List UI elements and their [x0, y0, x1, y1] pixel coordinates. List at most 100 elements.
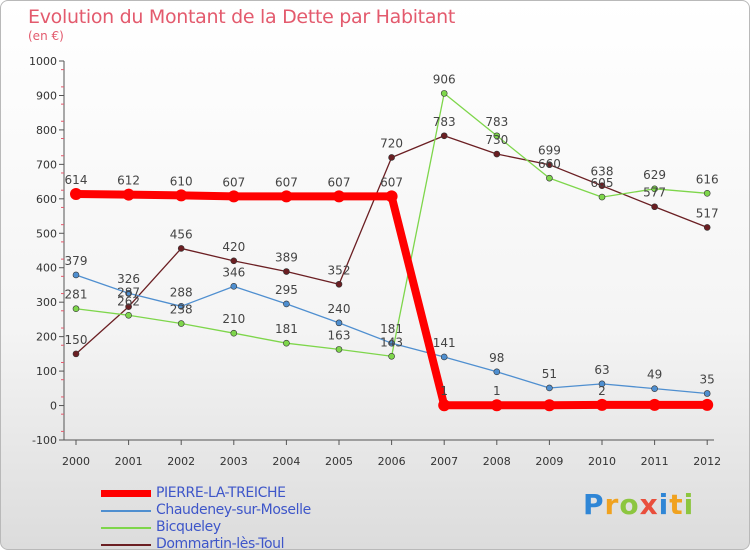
data-point-1: [388, 339, 395, 347]
data-point-3: [388, 154, 395, 161]
data-label-3: 638: [591, 165, 614, 179]
data-label-1: 346: [222, 265, 245, 279]
y-tick-label: 100: [36, 365, 57, 378]
data-label-1: 240: [328, 302, 351, 316]
data-point-1: [283, 300, 290, 308]
y-tick-label: 900: [36, 89, 57, 102]
data-point-1: [72, 271, 80, 279]
legend-swatch-pierre: [101, 490, 151, 497]
data-point-2: [72, 305, 80, 313]
legend-swatch-dommartin: [101, 544, 151, 546]
data-label-0: 1: [440, 384, 448, 398]
data-point-0: [596, 398, 608, 411]
data-point-2: [440, 90, 448, 97]
x-tick-label: 2001: [115, 455, 143, 468]
series-line-2: [75, 92, 708, 357]
data-label-2: 605: [591, 176, 614, 190]
data-point-3: [125, 303, 132, 310]
data-label-1: 98: [489, 351, 504, 365]
data-point-2: [703, 190, 711, 197]
data-label-3: 720: [380, 136, 403, 150]
x-tick-label: 2004: [272, 455, 300, 468]
y-tick-label: 800: [36, 124, 57, 137]
data-label-0: 607: [380, 175, 403, 189]
data-label-1: 295: [275, 283, 298, 297]
x-tick-label: 2011: [641, 455, 669, 468]
data-label-0: 612: [117, 174, 140, 188]
data-point-1: [230, 283, 238, 290]
proxiti-logo: Proxiti: [583, 488, 695, 521]
data-label-3: 699: [538, 144, 561, 158]
legend-swatch-bicqueley: [101, 527, 151, 529]
data-label-0: 2: [598, 384, 606, 398]
data-label-3: 389: [275, 251, 298, 265]
data-label-3: 352: [328, 263, 351, 277]
data-point-3: [703, 224, 711, 231]
data-point-2: [546, 174, 553, 182]
data-label-0: 1: [493, 384, 501, 398]
data-point-0: [385, 190, 398, 203]
chart-subtitle: (en €): [28, 29, 64, 43]
data-point-2: [230, 329, 238, 337]
data-point-3: [72, 350, 80, 358]
data-point-2: [125, 311, 132, 319]
data-label-2: 238: [170, 303, 193, 317]
data-label-2: 262: [117, 294, 140, 308]
data-label-3: 517: [696, 206, 719, 220]
data-label-2: 210: [222, 312, 245, 326]
data-point-2: [335, 346, 343, 353]
data-point-3: [230, 257, 238, 265]
data-point-2: [388, 352, 395, 360]
data-label-1: 49: [647, 368, 662, 382]
y-tick-label: -100: [32, 434, 57, 447]
data-point-3: [440, 132, 448, 140]
data-label-3: 150: [65, 333, 88, 347]
line-chart: -100 0 100 200 300 400 500 600 700 800 900 1000 2000…: [29, 55, 721, 468]
x-tick-label: 2003: [220, 455, 248, 468]
x-tick-label: 2012: [693, 455, 721, 468]
data-label-2: 616: [696, 172, 719, 186]
data-point-0: [543, 399, 556, 412]
data-label-2: 783: [485, 115, 508, 129]
data-label-3: 783: [433, 115, 456, 129]
data-point-1: [493, 368, 501, 376]
data-point-1: [125, 289, 132, 297]
data-label-2: 629: [643, 168, 666, 182]
data-label-3: 456: [170, 227, 193, 241]
data-point-3: [335, 280, 343, 288]
data-point-1: [651, 385, 658, 392]
data-label-2: 163: [328, 328, 351, 342]
data-point-0: [701, 398, 714, 411]
data-point-1: [703, 390, 711, 397]
data-point-0: [122, 188, 135, 201]
data-point-3: [177, 245, 185, 252]
data-label-3: 420: [222, 240, 245, 254]
x-tick-label: 2005: [325, 455, 353, 468]
data-point-0: [175, 189, 188, 202]
x-tick-label: 2010: [588, 455, 616, 468]
y-tick-label: 600: [36, 193, 57, 206]
data-point-3: [651, 203, 658, 211]
data-point-2: [177, 320, 185, 327]
x-tick-label: 2000: [62, 455, 90, 468]
data-label-2: 281: [65, 288, 88, 302]
y-tick-label: 500: [36, 227, 57, 240]
data-label-1: 35: [700, 372, 715, 386]
data-label-3: 577: [643, 186, 666, 200]
data-label-0: 607: [328, 175, 351, 189]
data-label-1: 51: [542, 367, 557, 381]
data-point-0: [438, 399, 451, 412]
data-point-0: [70, 187, 82, 200]
data-point-3: [283, 268, 290, 275]
data-point-0: [333, 190, 345, 203]
legend-label-chaudeney: Chaudeney-sur-Moselle: [156, 502, 311, 518]
data-point-0: [227, 190, 240, 203]
y-tick-label: 1000: [29, 55, 57, 68]
legend-label-pierre: PIERRE-LA-TREICHE: [156, 485, 286, 501]
data-point-1: [546, 384, 553, 392]
data-label-0: 607: [222, 175, 245, 189]
data-label-2: 143: [380, 335, 403, 349]
y-tick-label: 0: [50, 400, 57, 413]
data-point-0: [280, 190, 293, 203]
